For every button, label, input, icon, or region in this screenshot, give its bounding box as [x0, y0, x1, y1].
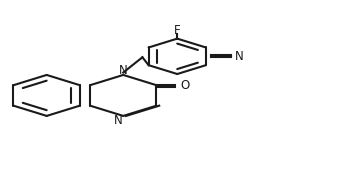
- Text: N: N: [114, 114, 122, 127]
- Text: N: N: [235, 50, 244, 63]
- Text: N: N: [119, 64, 128, 77]
- Text: F: F: [174, 24, 180, 36]
- Text: O: O: [181, 79, 190, 92]
